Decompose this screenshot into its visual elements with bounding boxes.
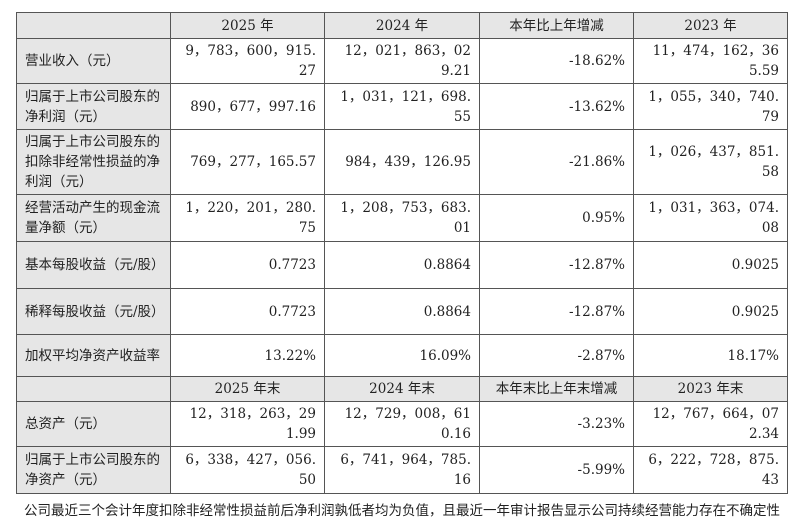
row-label: 归属于上市公司股东的净利润（元） <box>16 83 171 130</box>
row-label: 营业收入（元） <box>16 38 171 84</box>
row-label: 归属于上市公司股东的扣除非经常性损益的净利润（元） <box>16 129 171 195</box>
value-cell: 16.09% <box>324 334 480 377</box>
value-cell: 6，741，964，785.16 <box>324 446 480 494</box>
value-cell: 11，474，162，365.59 <box>633 38 788 84</box>
table-row: 经营活动产生的现金流量净额（元） 1，220，201，280.75 1，208，75… <box>16 194 788 242</box>
value-cell: -18.62% <box>479 38 634 84</box>
value-cell: 12，318，263，291.99 <box>170 401 325 447</box>
value-cell: -2.87% <box>479 334 634 377</box>
column-header: 2023 年 <box>633 12 788 39</box>
value-cell: -21.86% <box>479 129 634 195</box>
value-cell: -12.87% <box>479 241 634 289</box>
value-cell: 984，439，126.95 <box>324 129 480 195</box>
table-row: 总资产（元） 12，318，263，291.99 12，729，008，610.16… <box>16 401 788 447</box>
table-row: 营业收入（元） 9，783，600，915.27 12，021，863，029.21… <box>16 38 788 84</box>
value-cell: -13.62% <box>479 83 634 130</box>
table-row: 归属于上市公司股东的净资产（元） 6，338，427，056.50 6，741，96… <box>16 446 788 494</box>
value-cell: 1，031，363，074.08 <box>633 194 788 242</box>
value-cell: 13.22% <box>170 334 325 377</box>
table-row: 稀释每股收益（元/股） 0.7723 0.8864 -12.87% 0.9025 <box>16 288 788 335</box>
column-header: 2024 年末 <box>324 376 480 402</box>
column-header: 本年比上年增减 <box>479 12 634 39</box>
value-cell: 1，220，201，280.75 <box>170 194 325 242</box>
key-financial-data-table: 2025 年 2024 年本年比上年增减 2023 年营业收入（元） 9，783，60… <box>16 12 788 494</box>
value-cell: 890，677，997.16 <box>170 83 325 130</box>
value-cell: 9，783，600，915.27 <box>170 38 325 84</box>
row-label: 加权平均净资产收益率 <box>16 334 171 377</box>
table-row: 归属于上市公司股东的净利润（元） 890，677，997.16 1，031，121，… <box>16 83 788 130</box>
header-cell <box>16 376 171 402</box>
table-row: 基本每股收益（元/股） 0.7723 0.8864 -12.87% 0.9025 <box>16 241 788 289</box>
value-cell: -3.23% <box>479 401 634 447</box>
column-header: 2025 年 <box>170 12 325 39</box>
table-header-row: 2025 年 2024 年本年比上年增减 2023 年 <box>16 12 788 39</box>
value-cell: 1，026，437，851.58 <box>633 129 788 195</box>
value-cell: 1，208，753，683.01 <box>324 194 480 242</box>
value-cell: -12.87% <box>479 288 634 335</box>
value-cell: -5.99% <box>479 446 634 494</box>
value-cell: 0.8864 <box>324 288 480 335</box>
value-cell: 769，277，165.57 <box>170 129 325 195</box>
value-cell: 12，021，863，029.21 <box>324 38 480 84</box>
row-label: 经营活动产生的现金流量净额（元） <box>16 194 171 242</box>
column-header: 2023 年末 <box>633 376 788 402</box>
table-header-row: 2025 年末 2024 年末 本年末比上年末增减 2023 年末 <box>16 376 788 402</box>
value-cell: 0.9025 <box>633 288 788 335</box>
table-row: 归属于上市公司股东的扣除非经常性损益的净利润（元） 769，277，165.57 9… <box>16 129 788 195</box>
value-cell: 12，729，008，610.16 <box>324 401 480 447</box>
table-row: 加权平均净资产收益率 13.22% 16.09% -2.87% 18.17% <box>16 334 788 377</box>
value-cell: 0.7723 <box>170 241 325 289</box>
column-header: 2024 年 <box>324 12 480 39</box>
value-cell: 6，338，427，056.50 <box>170 446 325 494</box>
value-cell: 12，767，664，072.34 <box>633 401 788 447</box>
column-header: 2025 年末 <box>170 376 325 402</box>
value-cell: 0.7723 <box>170 288 325 335</box>
header-cell <box>16 12 171 39</box>
row-label: 稀释每股收益（元/股） <box>16 288 171 335</box>
value-cell: 18.17% <box>633 334 788 377</box>
value-cell: 6，222，728，875.43 <box>633 446 788 494</box>
value-cell: 1，055，340，740.79 <box>633 83 788 130</box>
row-label: 总资产（元） <box>16 401 171 447</box>
value-cell: 0.9025 <box>633 241 788 289</box>
value-cell: 0.8864 <box>324 241 480 289</box>
value-cell: 0.95% <box>479 194 634 242</box>
row-label: 归属于上市公司股东的净资产（元） <box>16 446 171 494</box>
column-header: 本年末比上年末增减 <box>479 376 634 402</box>
footer-note: 公司最近三个会计年度扣除非经常性损益前后净利润孰低者均为负值，且最近一年审计报告… <box>24 503 780 519</box>
value-cell: 1，031，121，698.55 <box>324 83 480 130</box>
row-label: 基本每股收益（元/股） <box>16 241 171 289</box>
